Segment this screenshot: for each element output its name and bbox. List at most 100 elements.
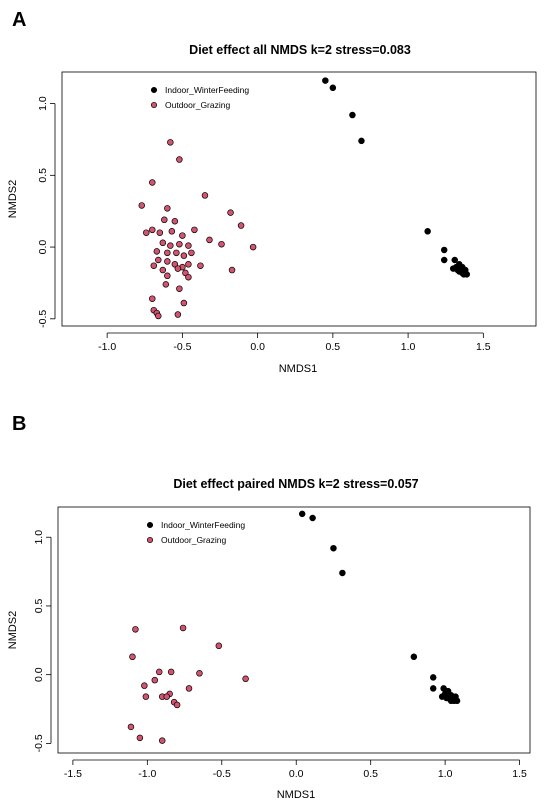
x-tick-label: 1.0 — [401, 341, 416, 353]
x-tick-label: 0.5 — [326, 341, 341, 353]
data-point-outdoor — [155, 668, 163, 676]
chart-title: Diet effect paired NMDS k=2 stress=0.057 — [173, 477, 418, 491]
data-point-outdoor — [167, 242, 174, 249]
data-point-outdoor — [171, 261, 179, 268]
plot-frame — [61, 71, 537, 327]
data-point-outdoor — [185, 242, 192, 249]
data-point-indoor — [339, 569, 346, 577]
y-tick-label: 1.0 — [37, 96, 49, 111]
data-point-outdoor — [249, 243, 257, 251]
data-point-outdoor — [185, 273, 192, 281]
x-tick-label: -1.0 — [98, 341, 116, 353]
data-point-outdoor — [176, 240, 183, 248]
data-point-outdoor — [179, 232, 186, 239]
data-point-outdoor — [174, 265, 182, 272]
data-point-outdoor — [171, 217, 179, 225]
data-point-outdoor — [138, 202, 146, 209]
plot-frame — [57, 506, 531, 754]
data-point-indoor — [462, 269, 469, 277]
y-tick-label: 0.5 — [33, 598, 45, 613]
data-point-outdoor — [182, 269, 189, 277]
x-tick-label: -0.5 — [173, 341, 191, 353]
data-point-outdoor — [159, 239, 167, 247]
data-point-indoor — [358, 137, 365, 145]
data-point-outdoor — [164, 272, 171, 280]
data-point-outdoor — [142, 693, 150, 700]
data-point-outdoor — [228, 266, 236, 274]
data-point-outdoor — [153, 248, 161, 255]
y-tick-label: 0.0 — [33, 667, 45, 682]
data-point-outdoor — [155, 256, 162, 264]
data-point-indoor — [298, 510, 306, 518]
data-point-outdoor — [206, 236, 213, 244]
legend-marker-indoor — [150, 86, 158, 94]
data-point-indoor — [349, 111, 356, 119]
data-point-indoor — [451, 256, 458, 264]
legend-marker-outdoor — [146, 536, 154, 544]
x-axis-label: NMDS1 — [277, 789, 316, 801]
data-point-outdoor — [174, 311, 182, 318]
data-point-outdoor — [173, 249, 180, 257]
x-tick-label: 1.5 — [512, 768, 527, 780]
data-point-outdoor — [156, 229, 164, 236]
data-point-outdoor — [167, 668, 175, 676]
data-point-outdoor — [227, 209, 234, 216]
data-point-outdoor — [176, 285, 183, 292]
data-point-indoor — [410, 653, 418, 661]
data-point-indoor — [424, 228, 431, 235]
panel-b: B Diet effect paired NMDS k=2 stress=0.05… — [7, 413, 531, 801]
x-tick-label: 1.5 — [476, 341, 491, 353]
data-point-outdoor — [159, 266, 167, 274]
data-point-indoor — [330, 544, 337, 552]
y-axis-label: NMDS2 — [7, 611, 19, 650]
data-point-outdoor — [179, 624, 187, 632]
data-point-outdoor — [237, 222, 245, 229]
data-point-indoor — [309, 514, 316, 522]
x-axis-label: NMDS1 — [279, 363, 318, 375]
data-point-outdoor — [143, 229, 150, 236]
data-point-outdoor — [167, 139, 174, 146]
data-point-indoor — [449, 696, 456, 703]
data-point-outdoor — [149, 226, 156, 234]
x-tick-label: 0.0 — [289, 768, 304, 780]
data-point-outdoor — [149, 295, 156, 302]
data-point-outdoor — [185, 261, 192, 268]
data-point-indoor — [440, 256, 448, 264]
data-point-outdoor — [168, 228, 176, 235]
data-point-indoor — [440, 246, 448, 254]
x-tick-label: 0.0 — [250, 341, 265, 353]
x-tick-label: 0.5 — [363, 768, 378, 780]
data-point-outdoor — [197, 262, 204, 269]
data-point-outdoor — [149, 179, 156, 186]
y-tick-label: 1.0 — [33, 530, 45, 545]
y-tick-label: -0.5 — [37, 310, 49, 328]
x-tick-label: 1.0 — [438, 768, 453, 780]
data-point-indoor — [429, 685, 437, 692]
data-point-outdoor — [215, 642, 223, 650]
data-point-outdoor — [158, 737, 166, 744]
panel-letter: B — [12, 413, 26, 435]
legend-label-outdoor: Outdoor_Grazing — [161, 535, 226, 545]
chart-title: Diet effect all NMDS k=2 stress=0.083 — [189, 43, 411, 57]
data-point-outdoor — [161, 216, 168, 224]
y-tick-label: 0.5 — [37, 168, 49, 183]
data-point-outdoor — [242, 675, 249, 683]
x-tick-label: -0.5 — [213, 768, 231, 780]
y-tick-label: -0.5 — [33, 734, 45, 752]
data-point-outdoor — [173, 701, 181, 709]
data-point-outdoor — [127, 723, 135, 731]
data-point-outdoor — [201, 192, 209, 199]
data-point-outdoor — [150, 262, 158, 269]
data-point-outdoor — [163, 693, 170, 700]
data-point-outdoor — [162, 281, 170, 288]
data-point-outdoor — [180, 252, 188, 259]
data-point-outdoor — [180, 299, 188, 307]
data-point-outdoor — [155, 312, 162, 320]
data-point-outdoor — [196, 670, 203, 677]
data-point-indoor — [457, 266, 465, 274]
data-point-outdoor — [151, 676, 159, 684]
legend-label-indoor: Indoor_WinterFeeding — [161, 520, 245, 530]
data-point-indoor — [429, 674, 437, 681]
